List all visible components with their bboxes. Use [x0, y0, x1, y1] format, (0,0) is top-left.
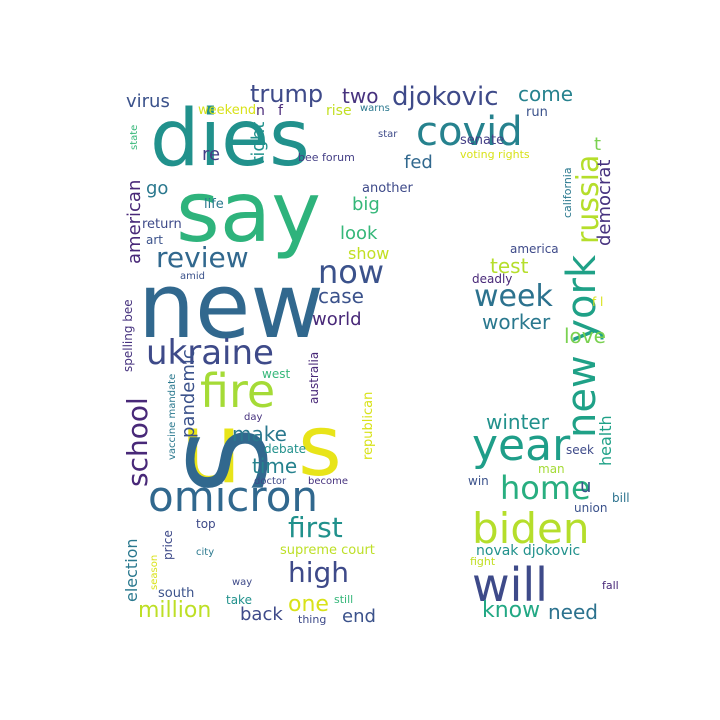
word-california: california [561, 167, 574, 218]
word-australia: australia [307, 351, 321, 404]
word-bee-forum: bee forum [298, 151, 355, 164]
word-win: win [468, 474, 489, 488]
word-week: week [474, 279, 553, 314]
word-review: review [156, 241, 249, 274]
word-doctor: doctor [254, 476, 287, 487]
word-price: price [161, 530, 175, 560]
word-west: west [262, 367, 291, 381]
word-need: need [548, 600, 598, 624]
word-fire: fire [200, 364, 276, 418]
word-america: america [510, 242, 559, 256]
word-love: love [564, 324, 606, 348]
word-take: take [226, 593, 252, 607]
word-debate: debate [264, 442, 307, 456]
word-big: big [352, 194, 380, 215]
word-djokovic: djokovic [392, 82, 499, 112]
word-still: still [334, 593, 354, 606]
word-seek: seek [566, 443, 594, 457]
word-f-l: f l [592, 295, 604, 309]
word-re: re [202, 144, 221, 165]
word-million: million [138, 598, 212, 623]
word-time: time [252, 454, 298, 478]
word-season: season [149, 554, 160, 590]
word-u-large: u [180, 392, 243, 506]
word-city: city [196, 547, 215, 558]
word-high: high [288, 556, 350, 589]
word-worker: worker [482, 310, 551, 334]
word-fall: fall [602, 579, 619, 592]
word-case: case [318, 284, 364, 308]
word-back: back [240, 604, 283, 625]
word-one: one [288, 592, 329, 617]
word-two: two [342, 84, 379, 108]
word-spelling-bee: spelling bee [121, 299, 135, 372]
word-health: health [596, 415, 615, 466]
word-home: home [500, 469, 591, 507]
word-art: art [146, 233, 163, 247]
word-trump: trump [250, 80, 324, 108]
word-know: know [482, 598, 541, 623]
word-man: man [538, 462, 565, 476]
word-t: t [594, 134, 602, 155]
word-winter: winter [486, 410, 549, 434]
word-f: f [278, 103, 283, 119]
word-biden: biden [472, 504, 590, 553]
word-deadly: deadly [472, 272, 513, 286]
word-day: day [244, 412, 263, 423]
word-life: life [204, 197, 224, 212]
word-republican: republican [361, 391, 376, 460]
word-thing: thing [298, 613, 327, 626]
word-democrat: democrat [594, 159, 615, 246]
word-union: union [574, 501, 608, 515]
word-end: end [342, 606, 376, 627]
word-star: star [378, 129, 398, 140]
word-novak-djokovic: novak djokovic [476, 543, 581, 559]
word-first: first [288, 511, 343, 544]
word-s-large: s [298, 397, 342, 495]
word-top: top [196, 517, 216, 531]
word-become: become [308, 476, 349, 487]
word-election: election [122, 538, 141, 602]
word-say: say [176, 163, 321, 261]
word-omicron: omicron [148, 472, 319, 521]
word-weekend: weekend [198, 103, 257, 118]
word-virus: virus [126, 91, 170, 112]
word-year: year [472, 420, 571, 471]
word-return: return [142, 217, 182, 232]
word-state: state [129, 124, 140, 150]
word-voting-rights: voting rights [460, 148, 530, 161]
word-fight: fight [470, 555, 496, 568]
word-supreme-court: supreme court [280, 543, 375, 558]
word-show: show [348, 244, 390, 263]
word-bill: bill [612, 491, 630, 505]
word-new: new [138, 254, 325, 359]
word-fed: fed [404, 152, 433, 173]
word-run: run [526, 105, 548, 120]
word-test: test [490, 254, 529, 278]
word-way: way [232, 577, 253, 588]
word-go: go [146, 178, 169, 199]
word-ukraine: ukraine [146, 333, 274, 373]
word-dies: dies [150, 94, 310, 184]
word-senate: senate [460, 133, 505, 148]
word-come: come [518, 82, 574, 106]
word-u-small: u [580, 476, 592, 497]
word-pandemic: pandemic [178, 349, 199, 438]
word-school: school [121, 397, 154, 487]
word-another: another [362, 181, 413, 196]
word-make: make [232, 422, 287, 446]
word-n: n [256, 103, 265, 119]
word-look: look [340, 223, 378, 244]
word-rise: rise [326, 103, 352, 119]
word-south: south [158, 586, 195, 601]
word-will: will [472, 558, 548, 612]
word-world: world [312, 309, 362, 330]
word-amid: amid [180, 271, 205, 282]
word-covid: covid [416, 109, 523, 155]
word-warns: warns [360, 103, 390, 114]
word-right: right [248, 121, 269, 164]
word-vaccine-mandate: vaccine mandate [167, 373, 178, 460]
word-now: now [318, 253, 385, 291]
